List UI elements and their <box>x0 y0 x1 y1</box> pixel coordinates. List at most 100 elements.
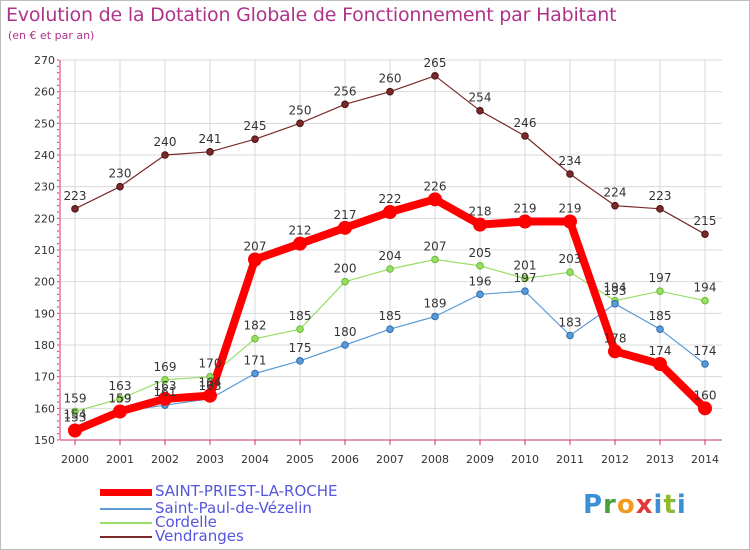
legend-label-saint-paul: Saint-Paul-de-Vézelin <box>155 499 312 517</box>
x-tick-label: 2006 <box>331 453 359 466</box>
data-point-saint_priest <box>338 220 352 235</box>
x-tick-label: 2001 <box>106 453 134 466</box>
data-point-saint_paul <box>251 369 259 378</box>
data-point-saint_paul <box>566 331 574 340</box>
data-point-cordelle <box>116 395 124 403</box>
data-label-saint_paul: 171 <box>244 354 267 368</box>
data-point-cordelle <box>386 265 394 273</box>
x-tick-label: 2014 <box>691 453 719 466</box>
data-point-saint_priest <box>428 192 442 207</box>
data-point-vendranges <box>566 170 574 178</box>
data-point-vendranges <box>116 182 124 191</box>
data-label-saint_priest: 163 <box>154 379 177 393</box>
data-point-saint_priest <box>203 388 217 403</box>
data-label-saint_priest: 207 <box>244 240 267 254</box>
data-label-saint_paul: 161 <box>154 385 177 399</box>
y-tick-label: 160 <box>34 402 55 415</box>
data-point-saint_paul <box>476 290 484 299</box>
chart-title: Evolution de la Dotation Globale de Fonc… <box>6 4 617 26</box>
x-tick-label: 2008 <box>421 453 449 466</box>
data-label-saint_priest: 164 <box>199 376 222 390</box>
data-point-vendranges <box>701 230 709 238</box>
data-point-cordelle <box>521 274 529 283</box>
data-label-vendranges: 215 <box>694 214 717 228</box>
data-label-cordelle: 159 <box>64 392 87 406</box>
data-point-cordelle <box>341 277 349 286</box>
data-point-saint_priest <box>608 344 622 359</box>
data-point-saint_priest <box>158 391 172 406</box>
chart-subtitle: (en € et par an) <box>8 29 95 42</box>
data-point-vendranges <box>386 87 394 96</box>
data-label-saint_priest: 217 <box>334 208 357 222</box>
y-tick-label: 250 <box>34 117 55 130</box>
data-point-saint_paul <box>701 360 709 368</box>
x-tick-label: 2003 <box>196 453 224 466</box>
data-point-saint_priest <box>653 357 667 371</box>
legend-swatch-cordelle <box>100 522 152 524</box>
proxiti-logo: Proxiti <box>583 490 687 520</box>
y-tick-label: 170 <box>34 371 55 384</box>
data-point-saint_priest <box>113 404 127 419</box>
data-point-cordelle <box>296 325 304 333</box>
data-point-saint_paul <box>521 287 529 295</box>
data-point-saint_priest <box>698 401 712 416</box>
data-label-saint_paul: 185 <box>379 309 402 323</box>
data-label-vendranges: 265 <box>424 56 447 70</box>
data-label-cordelle: 200 <box>334 262 357 276</box>
data-point-vendranges <box>161 151 169 159</box>
data-point-cordelle <box>476 262 484 270</box>
data-point-cordelle <box>251 334 259 343</box>
data-label-saint_priest: 219 <box>559 202 582 216</box>
data-label-saint_paul: 180 <box>334 325 357 339</box>
data-label-vendranges: 256 <box>334 84 357 98</box>
x-tick-label: 2007 <box>376 453 404 466</box>
data-label-vendranges: 230 <box>109 167 132 181</box>
data-label-saint_priest: 218 <box>469 205 492 219</box>
data-label-saint_paul: 159 <box>109 392 132 406</box>
y-tick-label: 270 <box>34 54 55 67</box>
data-label-saint_paul: 163 <box>199 379 222 393</box>
data-label-saint_paul: 196 <box>469 274 492 288</box>
proxiti-logo-text: Proxiti <box>583 490 687 520</box>
y-tick-label: 260 <box>34 86 55 99</box>
x-tick-label: 2004 <box>241 453 269 466</box>
data-label-vendranges: 240 <box>154 135 177 149</box>
data-label-saint_priest: 159 <box>109 392 132 406</box>
data-label-vendranges: 223 <box>64 189 87 203</box>
data-label-vendranges: 250 <box>289 103 312 117</box>
legend-swatch-vendranges <box>100 536 152 538</box>
legend-label-vendranges: Vendranges <box>155 527 244 545</box>
y-tick-label: 190 <box>34 307 55 320</box>
x-tick-label: 2010 <box>511 453 539 466</box>
data-point-saint_priest <box>518 214 532 229</box>
data-label-saint_priest: 226 <box>424 179 447 193</box>
x-tick-label: 2012 <box>601 453 629 466</box>
data-label-saint_paul: 189 <box>424 297 447 311</box>
data-point-saint_priest <box>293 236 307 251</box>
data-point-cordelle <box>701 296 709 305</box>
data-label-saint_paul: 185 <box>649 309 672 323</box>
data-label-cordelle: 197 <box>649 271 672 285</box>
data-point-vendranges <box>521 132 529 140</box>
data-point-cordelle <box>656 287 664 295</box>
data-label-cordelle: 182 <box>244 319 267 333</box>
data-point-vendranges <box>476 106 484 115</box>
y-tick-label: 180 <box>34 339 55 352</box>
data-label-cordelle: 203 <box>559 252 582 266</box>
data-point-vendranges <box>611 201 619 210</box>
data-label-vendranges: 241 <box>199 132 222 146</box>
data-label-vendranges: 224 <box>604 186 627 200</box>
data-label-saint_priest: 174 <box>649 344 672 358</box>
x-tick-label: 2013 <box>646 453 674 466</box>
data-label-cordelle: 204 <box>379 249 402 263</box>
data-point-vendranges <box>251 135 259 143</box>
data-label-vendranges: 245 <box>244 119 267 133</box>
data-point-vendranges <box>206 148 214 156</box>
data-point-saint_paul <box>611 300 619 308</box>
data-label-saint_paul: 154 <box>64 407 87 421</box>
data-point-cordelle <box>206 372 214 381</box>
data-label-cordelle: 169 <box>154 360 177 374</box>
data-label-saint_paul: 175 <box>289 341 312 355</box>
data-label-saint_priest: 178 <box>604 331 627 345</box>
